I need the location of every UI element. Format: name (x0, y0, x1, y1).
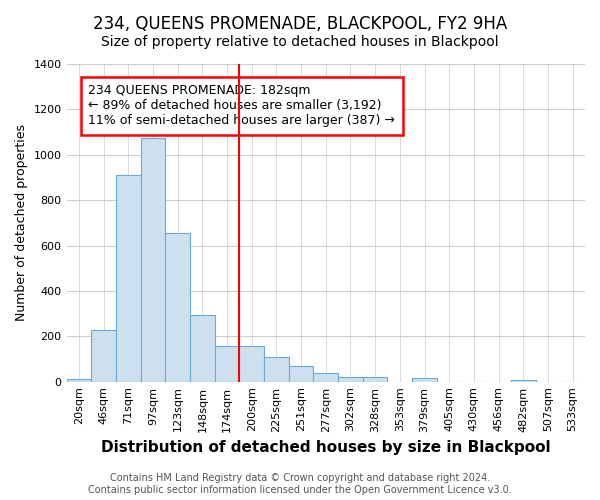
Bar (215, 346, 239, 382)
X-axis label: Distribution of detached houses by size in Blackpool: Distribution of detached houses by size … (101, 440, 551, 455)
Bar (67, 379, 91, 382)
Bar (338, 376, 363, 382)
Bar (363, 377, 388, 382)
Bar (91, 330, 116, 382)
Text: 234, QUEENS PROMENADE, BLACKPOOL, FY2 9HA: 234, QUEENS PROMENADE, BLACKPOOL, FY2 9H… (93, 15, 507, 33)
Text: Size of property relative to detached houses in Blackpool: Size of property relative to detached ho… (101, 35, 499, 49)
Bar (264, 357, 289, 382)
Bar (289, 366, 313, 382)
Bar (140, 138, 165, 382)
Bar (116, 175, 140, 382)
Text: 234 QUEENS PROMENADE: 182sqm
← 89% of detached houses are smaller (3,192)
11% of: 234 QUEENS PROMENADE: 182sqm ← 89% of de… (88, 84, 395, 128)
Bar (165, 233, 190, 382)
Bar (412, 378, 437, 382)
Bar (313, 373, 338, 382)
Bar (239, 346, 264, 382)
Text: Contains HM Land Registry data © Crown copyright and database right 2024.
Contai: Contains HM Land Registry data © Crown c… (88, 474, 512, 495)
Y-axis label: Number of detached properties: Number of detached properties (15, 124, 28, 322)
Bar (190, 314, 215, 382)
Bar (511, 380, 536, 382)
